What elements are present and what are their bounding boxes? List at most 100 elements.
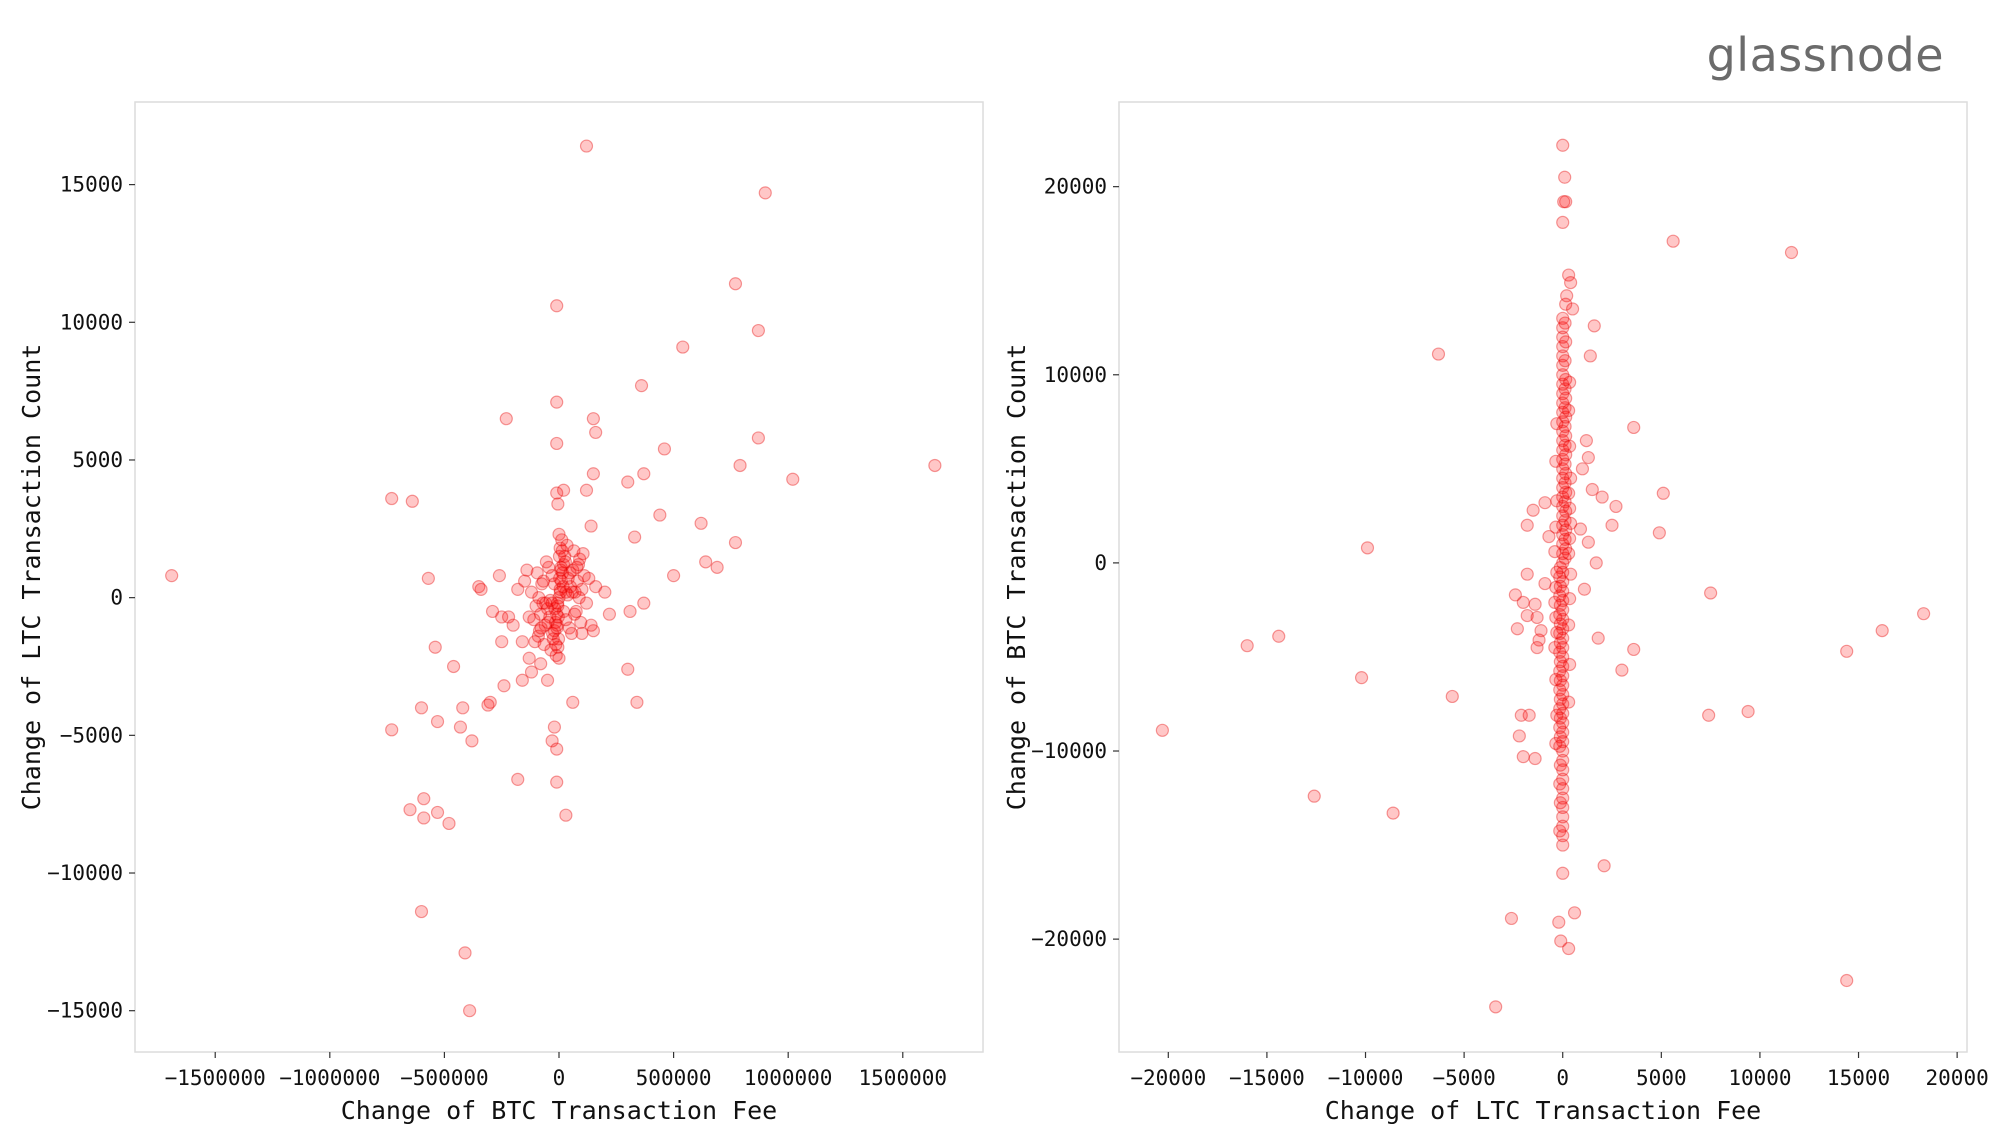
scatter-point xyxy=(562,621,576,635)
scatter-point xyxy=(1583,349,1597,363)
scatter-point xyxy=(623,604,637,619)
scatter-point xyxy=(1556,697,1570,711)
scatter-point xyxy=(621,662,635,676)
scatter-point xyxy=(565,626,579,641)
y-tick-label: −10000 xyxy=(1031,739,1107,763)
y-axis-label: Change of BTC Transaction Count xyxy=(1002,344,1031,811)
scatter-point xyxy=(522,651,536,665)
scatter-point xyxy=(1563,531,1577,546)
scatter-point xyxy=(1549,454,1563,468)
scatter-point xyxy=(1558,354,1572,368)
scatter-point xyxy=(1549,672,1563,687)
scatter-point xyxy=(545,569,559,583)
scatter-point xyxy=(1272,629,1286,643)
scatter-point xyxy=(548,602,562,616)
x-tick-label: 500000 xyxy=(636,1066,712,1090)
scatter-point xyxy=(1528,751,1542,766)
scatter-point xyxy=(550,775,564,789)
plot-frame xyxy=(1118,101,1968,1053)
scatter-point xyxy=(1550,708,1564,722)
scatter-point xyxy=(1615,663,1629,677)
scatter-point xyxy=(1556,669,1570,683)
scatter-point xyxy=(1556,443,1570,457)
scatter-point xyxy=(1558,170,1572,184)
scatter-point xyxy=(1240,639,1254,653)
scatter-point xyxy=(568,585,582,599)
scatter-point xyxy=(579,596,594,610)
scatter-point xyxy=(1553,777,1567,791)
scatter-point xyxy=(1917,607,1931,621)
scatter-point xyxy=(563,580,578,594)
scatter-point xyxy=(1562,941,1576,956)
scatter-point xyxy=(1522,708,1536,722)
scatter-point xyxy=(543,593,557,608)
x-tick-label: 15000 xyxy=(1827,1066,1890,1090)
scatter-point xyxy=(584,519,598,533)
scatter-point xyxy=(524,585,539,599)
scatter-point xyxy=(1556,377,1570,391)
scatter-point xyxy=(552,549,567,563)
scatter-point xyxy=(1564,567,1578,581)
scatter-point xyxy=(554,563,568,577)
scatter-point xyxy=(1548,640,1562,655)
scatter-point xyxy=(1530,640,1544,655)
scatter-point xyxy=(630,695,644,709)
scatter-point xyxy=(529,599,543,613)
scatter-point xyxy=(1558,551,1572,565)
scatter-point xyxy=(485,604,500,619)
x-tick-label: −1500000 xyxy=(165,1066,266,1090)
scatter-point xyxy=(582,571,596,585)
scatter-point xyxy=(495,610,509,624)
y-tick-label: 10000 xyxy=(1044,363,1107,387)
scatter-point xyxy=(1562,546,1576,561)
scatter-point xyxy=(579,483,594,497)
scatter-point xyxy=(1556,434,1570,448)
scatter-point xyxy=(495,635,509,649)
scatter-point xyxy=(1556,490,1570,504)
scatter-point xyxy=(551,640,565,654)
scatter-point xyxy=(1556,499,1570,514)
scatter-point xyxy=(428,640,442,654)
scatter-point xyxy=(1558,316,1572,330)
x-tick-label: 1500000 xyxy=(859,1066,948,1090)
scatter-point xyxy=(472,580,486,594)
scatter-point xyxy=(1556,603,1570,617)
scatter-point xyxy=(1538,496,1552,510)
x-tick-label: −500000 xyxy=(400,1066,489,1090)
scatter-point xyxy=(657,442,672,456)
scatter-point xyxy=(1562,403,1576,418)
scatter-point xyxy=(1556,138,1570,152)
scatter-point xyxy=(535,577,549,591)
scatter-point xyxy=(1553,617,1567,631)
scatter-point xyxy=(1556,706,1570,720)
scatter-point xyxy=(1556,810,1570,824)
scatter-point xyxy=(520,563,534,577)
scatter-point xyxy=(1155,723,1169,737)
scatter-point xyxy=(453,720,468,734)
scatter-point xyxy=(602,607,617,621)
scatter-point xyxy=(1562,618,1576,632)
scatter-point xyxy=(1556,866,1570,880)
scatter-point xyxy=(586,467,600,481)
scatter-point xyxy=(653,508,667,522)
scatter-point xyxy=(1840,644,1854,658)
scatter-point xyxy=(1563,375,1577,389)
scatter-point xyxy=(1556,640,1570,655)
scatter-point xyxy=(1556,593,1570,608)
scatter-point xyxy=(550,618,564,632)
scatter-point xyxy=(1556,650,1570,664)
scatter-point xyxy=(545,626,560,641)
scatter-point xyxy=(1556,725,1570,739)
y-tick-label: 5000 xyxy=(72,448,123,472)
scatter-point xyxy=(1560,289,1574,303)
scatter-point xyxy=(1553,730,1567,744)
scatter-point xyxy=(751,323,765,338)
scatter-point xyxy=(1554,934,1568,948)
scatter-point xyxy=(492,569,507,583)
scatter-point xyxy=(1553,683,1567,697)
scatter-point xyxy=(1558,513,1572,528)
scatter-point xyxy=(1553,655,1567,669)
scatter-point xyxy=(543,610,557,624)
scatter-point xyxy=(1558,401,1572,415)
scatter-point xyxy=(1666,234,1680,248)
